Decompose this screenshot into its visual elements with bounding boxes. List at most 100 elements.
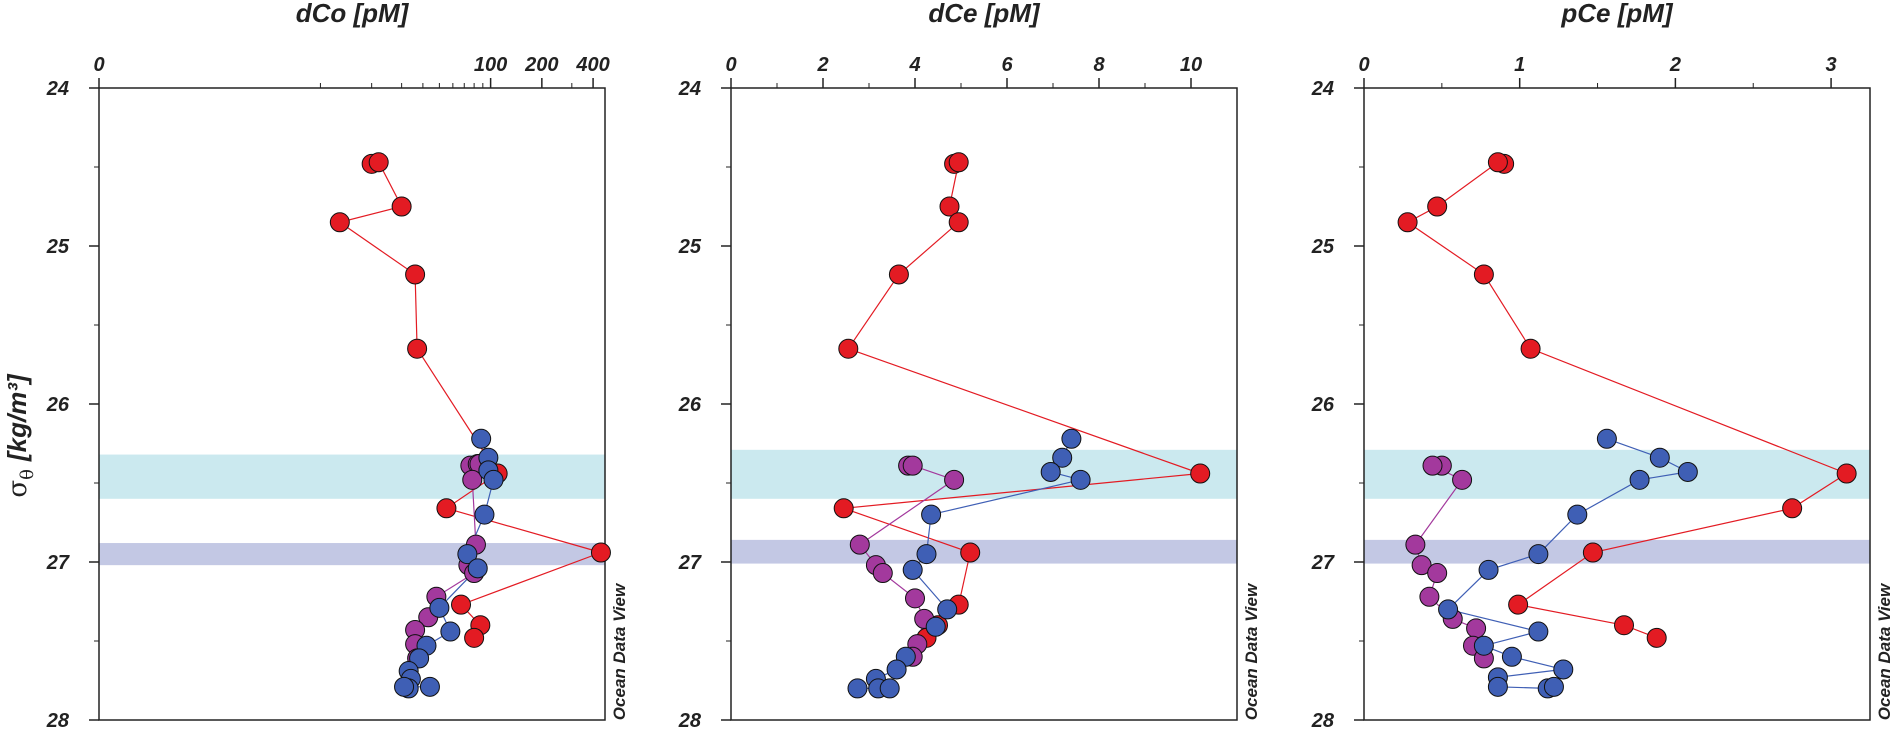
y-tick-label: 24 <box>678 78 701 100</box>
data-point-upper <box>948 212 969 233</box>
y-tick-label: 26 <box>1311 394 1335 416</box>
data-point-lower <box>1596 428 1617 449</box>
data-point-lower <box>429 597 450 618</box>
density-band-upper <box>731 449 1237 499</box>
data-point-lower <box>419 676 440 697</box>
data-point-lower <box>467 558 488 579</box>
x-tick-label: 0 <box>1358 54 1369 76</box>
data-point-upper <box>1508 594 1529 615</box>
data-point-middle <box>1405 534 1426 555</box>
data-point-lower <box>471 428 492 449</box>
x-tick-label: 4 <box>908 54 920 76</box>
data-point-lower <box>1528 621 1549 642</box>
x-axis-title: pCe [pM] <box>1560 0 1674 28</box>
data-point-middle <box>462 469 483 490</box>
data-point-upper <box>407 338 428 359</box>
panel-dco: dCo [pM] 0 100 200 400 24 25 26 27 28 Ocean Data V… <box>46 0 629 729</box>
watermark-text: Ocean Data View <box>1875 582 1894 720</box>
y-tick-label: 25 <box>678 236 702 258</box>
data-point-lower <box>925 616 946 637</box>
data-point-upper <box>1397 212 1418 233</box>
y-tick-label: 24 <box>1311 78 1334 100</box>
series-line-upper <box>1406 161 1848 639</box>
data-point-lower <box>886 659 907 680</box>
watermark-text: Ocean Data View <box>610 582 629 720</box>
y-tick-label: 28 <box>1311 710 1335 729</box>
data-point-upper <box>1473 264 1494 285</box>
data-point-lower <box>879 678 900 699</box>
data-point-lower <box>1629 469 1650 490</box>
x-tick-label: 400 <box>575 54 609 76</box>
y-axis-label: σθ [kg/m³] <box>2 373 38 498</box>
data-point-middle <box>872 563 893 584</box>
data-point-upper <box>405 264 426 285</box>
data-point-lower <box>847 678 868 699</box>
data-point-upper <box>1487 152 1508 173</box>
data-point-upper <box>1427 196 1448 217</box>
y-tick-label: 27 <box>678 552 702 574</box>
data-point-lower <box>1473 635 1494 656</box>
x-tick-label: 2 <box>816 54 828 76</box>
y-tick-label: 26 <box>46 394 70 416</box>
data-point-upper <box>329 212 350 233</box>
data-point-middle <box>902 455 923 476</box>
x-tick-label: 3 <box>1826 54 1837 76</box>
data-point-upper <box>960 542 981 563</box>
data-point-upper <box>939 196 960 217</box>
y-axis-label-symbol: σ <box>3 480 33 498</box>
svg-text:σθ[kg/m³]: σθ [kg/m³] <box>2 373 38 498</box>
data-point-lower <box>1040 461 1061 482</box>
density-band-lower <box>731 539 1237 564</box>
y-tick-label: 25 <box>46 236 70 258</box>
data-point-upper <box>948 152 969 173</box>
x-tick-label: 0 <box>93 54 104 76</box>
y-tick-label: 27 <box>46 552 70 574</box>
data-point-lower <box>1528 544 1549 565</box>
data-point-lower <box>921 504 942 525</box>
y-tick-label: 25 <box>1311 236 1335 258</box>
density-band-lower <box>99 543 605 566</box>
data-point-upper <box>451 594 472 615</box>
x-tick-label: 2 <box>1669 54 1681 76</box>
data-point-lower <box>457 544 478 565</box>
data-point-lower <box>1052 447 1073 468</box>
data-point-lower <box>394 676 415 697</box>
y-tick-label: 28 <box>46 710 70 729</box>
y-tick-label: 27 <box>1311 552 1335 574</box>
data-point-lower <box>1553 659 1574 680</box>
y-tick-label: 24 <box>46 78 69 100</box>
x-tick-label: 10 <box>1180 54 1202 76</box>
series-line-upper <box>843 161 1201 639</box>
data-point-lower <box>1070 469 1091 490</box>
data-point-upper <box>888 264 909 285</box>
data-point-upper <box>1582 542 1603 563</box>
data-point-lower <box>902 559 923 580</box>
density-band-lower <box>1364 539 1870 564</box>
x-axis-title: dCo [pM] <box>296 0 410 28</box>
data-point-lower <box>1567 504 1588 525</box>
x-tick-label: 0 <box>725 54 736 76</box>
data-point-upper <box>833 498 854 519</box>
data-point-lower <box>1061 428 1082 449</box>
data-point-middle <box>1466 618 1487 639</box>
data-point-lower <box>1438 599 1459 620</box>
y-axis-label-unit: [kg/m³] <box>2 373 32 462</box>
data-point-middle <box>944 469 965 490</box>
data-point-upper <box>1782 498 1803 519</box>
x-tick-label: 200 <box>524 54 558 76</box>
data-point-middle <box>905 588 925 609</box>
y-axis-label-subscript: θ <box>17 469 38 480</box>
data-point-lower <box>916 544 937 565</box>
data-point-upper <box>1836 463 1857 484</box>
data-point-upper <box>1520 338 1541 359</box>
watermark-text: Ocean Data View <box>1242 582 1261 720</box>
data-point-middle <box>849 534 870 555</box>
data-point-lower <box>1487 676 1508 697</box>
data-point-lower <box>937 599 958 620</box>
x-tick-label: 100 <box>474 54 507 76</box>
data-point-lower <box>474 504 495 525</box>
data-point-lower <box>1478 559 1499 580</box>
